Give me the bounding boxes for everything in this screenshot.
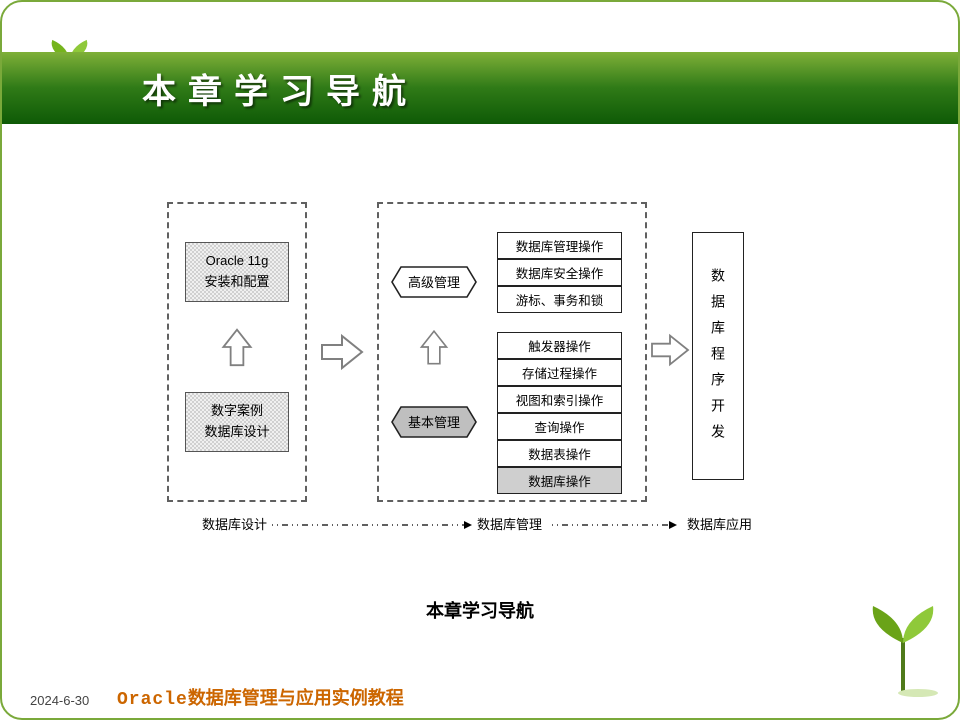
list-bottom-row: 触发器操作 [497, 332, 622, 359]
col1-box-top-l1: Oracle 11g [206, 251, 269, 272]
col1-label: 数据库设计 [202, 514, 267, 533]
svg-text:基本管理: 基本管理 [408, 415, 460, 430]
list-bottom-row: 存储过程操作 [497, 359, 622, 386]
col2-up-arrow [419, 327, 449, 367]
footer-date: 2024-6-30 [30, 693, 89, 708]
dotted-arrow-2 [552, 517, 677, 527]
hex-advanced: 高级管理 [391, 266, 477, 298]
list-top-row: 游标、事务和锁 [497, 286, 622, 313]
col3-box: 数据库程序开发 [692, 232, 744, 480]
footer-title-prefix: Oracle [117, 690, 188, 710]
footer-title-rest: 数据库管理与应用实例教程 [188, 688, 404, 708]
col1-up-arrow [219, 327, 255, 367]
list-bottom-row: 数据库操作 [497, 467, 622, 494]
flow-diagram: Oracle 11g安装和配置数字案例数据库设计 高级管理 基本管理 数据库管理… [167, 202, 787, 522]
footer-title: Oracle数据库管理与应用实例教程 [117, 684, 404, 710]
col1-box-top: Oracle 11g安装和配置 [185, 242, 289, 302]
arrow-col1-to-col2 [320, 332, 364, 372]
header-bar: 本章学习导航 [2, 52, 958, 124]
col1-box-bottom: 数字案例数据库设计 [185, 392, 289, 452]
col2-label: 数据库管理 [477, 514, 542, 533]
hex-basic: 基本管理 [391, 406, 477, 438]
list-bottom-row: 视图和索引操作 [497, 386, 622, 413]
seedling-icon [848, 598, 948, 698]
slide-frame: 本章学习导航 Oracle 11g安装和配置数字案例数据库设计 高级管理 基本管… [0, 0, 960, 720]
col1-box-top-l2: 安装和配置 [204, 272, 269, 293]
list-top-row: 数据库安全操作 [497, 259, 622, 286]
col3-label: 数据库应用 [687, 514, 752, 533]
list-bottom-row: 数据表操作 [497, 440, 622, 467]
diagram-caption: 本章学习导航 [2, 597, 958, 623]
arrow-col2-to-col3 [650, 332, 690, 368]
svg-text:高级管理: 高级管理 [408, 275, 460, 290]
col1-box-bot-l2: 数据库设计 [204, 422, 269, 443]
col1-box-bot-l1: 数字案例 [211, 401, 263, 422]
dotted-arrow-1 [272, 517, 472, 527]
list-bottom-row: 查询操作 [497, 413, 622, 440]
list-top-row: 数据库管理操作 [497, 232, 622, 259]
page-title: 本章学习导航 [142, 64, 418, 113]
